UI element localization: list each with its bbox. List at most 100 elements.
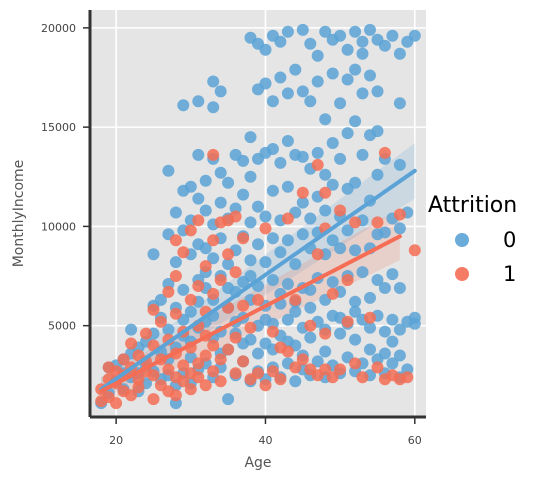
point-series-0 xyxy=(334,327,347,340)
point-series-0 xyxy=(304,301,317,314)
point-series-0 xyxy=(296,228,309,241)
point-series-1 xyxy=(311,248,324,261)
point-series-0 xyxy=(349,295,362,308)
point-series-1 xyxy=(207,287,220,300)
point-series-0 xyxy=(244,254,257,267)
point-series-1 xyxy=(319,363,332,376)
point-series-0 xyxy=(266,95,279,108)
point-series-1 xyxy=(162,363,175,376)
point-series-0 xyxy=(326,234,339,247)
point-series-1 xyxy=(154,315,167,328)
point-series-0 xyxy=(378,282,391,294)
point-series-0 xyxy=(259,210,272,223)
point-series-0 xyxy=(192,148,205,161)
point-series-1 xyxy=(319,327,332,340)
point-series-0 xyxy=(364,321,376,334)
point-series-0 xyxy=(393,323,406,336)
point-series-0 xyxy=(207,75,220,88)
point-series-0 xyxy=(162,323,175,336)
point-series-1 xyxy=(252,367,264,380)
point-series-1 xyxy=(266,365,279,378)
point-series-0 xyxy=(177,99,190,112)
point-series-0 xyxy=(371,85,384,98)
point-series-0 xyxy=(326,137,339,149)
legend-label-1: 1 xyxy=(503,262,516,286)
point-series-0 xyxy=(289,375,302,388)
point-series-1 xyxy=(184,224,197,237)
point-series-1 xyxy=(349,357,362,370)
point-series-0 xyxy=(162,164,175,177)
point-series-0 xyxy=(296,196,309,209)
point-series-1 xyxy=(162,285,175,298)
legend-title: Attrition xyxy=(428,193,517,218)
point-series-0 xyxy=(393,47,406,60)
point-series-1 xyxy=(192,357,205,370)
point-series-1 xyxy=(408,244,421,257)
point-series-1 xyxy=(304,319,317,332)
point-series-1 xyxy=(214,375,227,388)
point-series-0 xyxy=(222,176,235,189)
point-series-0 xyxy=(296,85,309,98)
point-series-0 xyxy=(281,135,294,147)
point-series-0 xyxy=(214,196,227,209)
point-series-0 xyxy=(214,85,227,98)
point-series-1 xyxy=(184,293,197,306)
point-series-0 xyxy=(199,204,212,217)
point-series-0 xyxy=(289,258,302,271)
point-series-1 xyxy=(281,345,294,358)
point-series-0 xyxy=(408,29,421,42)
point-series-0 xyxy=(244,270,257,282)
point-series-0 xyxy=(393,282,406,294)
point-series-0 xyxy=(252,347,264,360)
point-series-0 xyxy=(266,232,279,245)
point-series-0 xyxy=(274,246,287,259)
point-series-0 xyxy=(356,35,369,48)
point-series-0 xyxy=(304,283,317,296)
point-series-0 xyxy=(304,95,317,108)
point-series-1 xyxy=(341,274,354,286)
point-series-0 xyxy=(311,355,324,368)
point-series-1 xyxy=(289,293,302,306)
point-series-0 xyxy=(364,291,376,304)
point-series-1 xyxy=(169,270,182,282)
point-series-0 xyxy=(356,87,369,100)
point-series-0 xyxy=(274,35,287,48)
point-series-0 xyxy=(244,216,257,229)
point-series-0 xyxy=(349,305,362,318)
point-series-1 xyxy=(184,383,197,396)
point-series-1 xyxy=(214,274,227,286)
point-series-0 xyxy=(386,268,399,281)
point-series-0 xyxy=(281,87,294,100)
point-series-0 xyxy=(386,357,399,370)
point-series-0 xyxy=(349,115,362,128)
point-series-1 xyxy=(229,331,242,344)
point-series-1 xyxy=(177,359,190,372)
point-series-0 xyxy=(393,158,406,171)
point-series-1 xyxy=(266,325,279,338)
point-series-0 xyxy=(289,305,302,318)
y-tick-label: 15000 xyxy=(41,121,76,134)
point-series-0 xyxy=(214,166,227,179)
point-series-1 xyxy=(401,371,414,384)
point-series-1 xyxy=(237,232,250,245)
point-series-0 xyxy=(266,184,279,197)
point-series-1 xyxy=(207,234,220,247)
point-series-1 xyxy=(229,210,242,223)
point-series-0 xyxy=(266,274,279,286)
point-series-0 xyxy=(393,97,406,110)
point-series-0 xyxy=(259,43,272,56)
point-series-1 xyxy=(207,148,220,161)
point-series-0 xyxy=(252,238,264,251)
point-series-1 xyxy=(349,216,362,229)
point-series-0 xyxy=(304,37,317,50)
point-series-0 xyxy=(334,97,347,110)
point-series-0 xyxy=(192,192,205,205)
point-series-1 xyxy=(244,321,257,334)
y-tick-label: 5000 xyxy=(48,320,76,333)
point-series-1 xyxy=(289,361,302,374)
point-series-0 xyxy=(296,23,309,36)
point-series-1 xyxy=(334,363,347,376)
point-series-1 xyxy=(132,381,145,394)
point-series-0 xyxy=(371,168,384,181)
